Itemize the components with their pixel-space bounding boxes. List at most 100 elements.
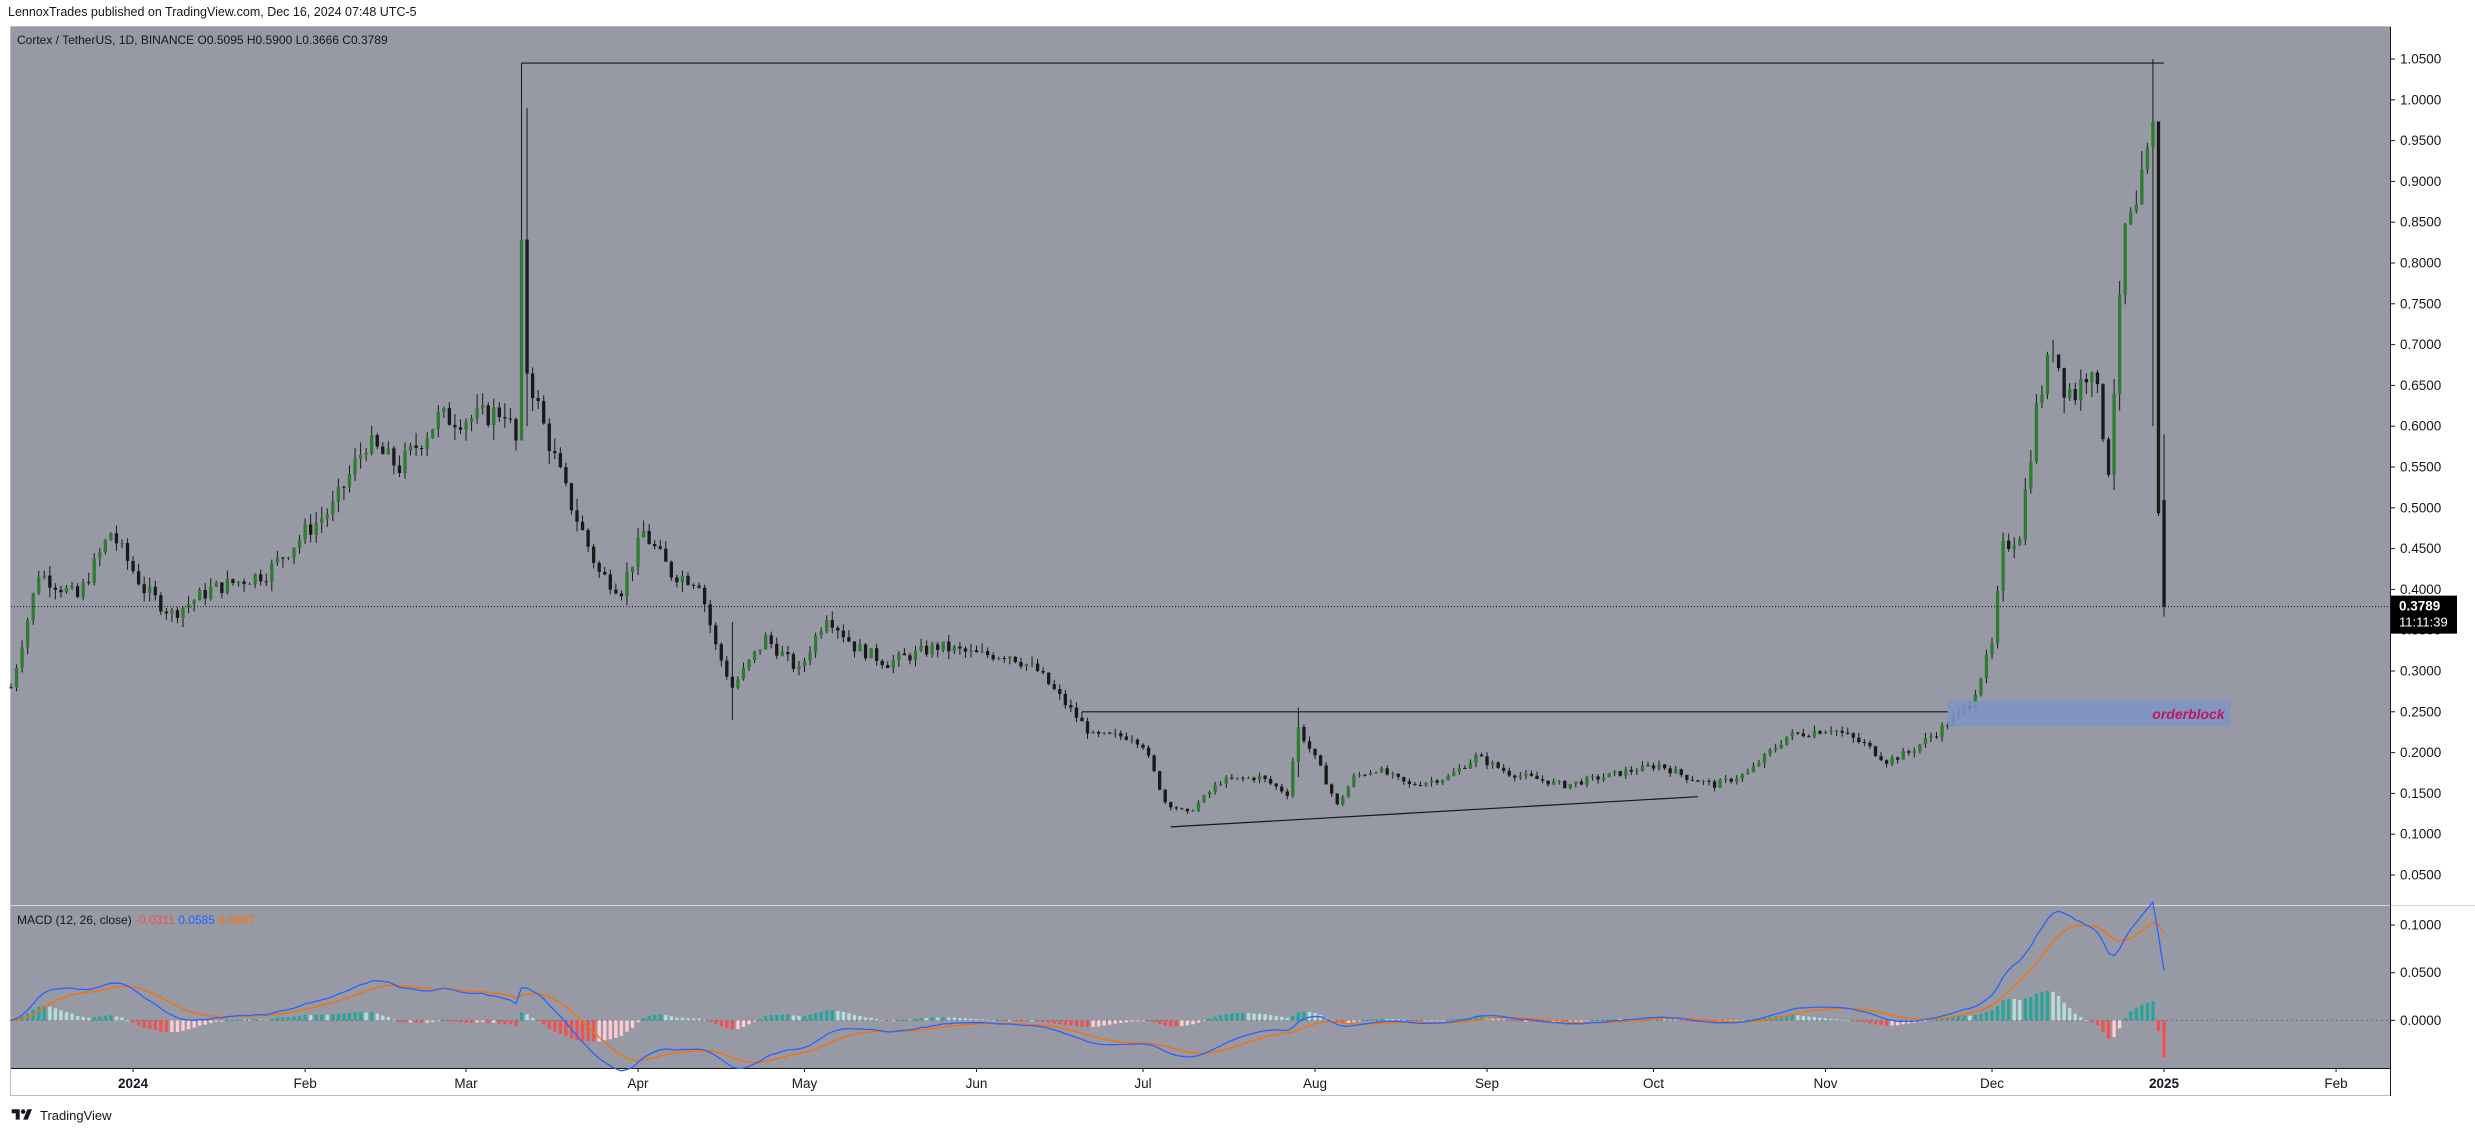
candle-body <box>170 610 174 614</box>
macd-hist-bar <box>2001 1000 2005 1021</box>
macd-hist-bar <box>231 1019 235 1021</box>
support-trendline <box>1170 796 1698 828</box>
macd-hist-bar <box>936 1017 940 1021</box>
candle-body <box>2156 121 2161 514</box>
candle-body <box>1507 770 1511 776</box>
candle-body <box>1601 777 1606 780</box>
macd-hist-bar <box>370 1012 374 1021</box>
macd-hist-bar <box>1041 1020 1045 1022</box>
candle-body <box>264 581 268 583</box>
macd-hist-bar <box>2140 1004 2144 1021</box>
candle-body <box>725 660 729 677</box>
candle-body <box>2073 389 2077 401</box>
candle-body <box>1712 781 1717 788</box>
candle-body <box>1868 742 1872 747</box>
candle-body <box>1579 781 1584 785</box>
candle-body <box>436 412 440 430</box>
macd-hist-bar <box>2056 996 2061 1021</box>
candle-body <box>1330 784 1334 794</box>
candle-body <box>136 571 141 585</box>
macd-hist-bar <box>791 1015 796 1021</box>
candle-body <box>1157 771 1162 790</box>
macd-hist-bar <box>181 1020 185 1031</box>
candle-body <box>1779 744 1783 748</box>
macd-hist-bar <box>886 1020 890 1022</box>
macd-hist-bar <box>1108 1020 1112 1025</box>
macd-hist-bar <box>775 1014 779 1021</box>
macd-hist-bar <box>653 1014 657 1021</box>
candle-body <box>469 418 474 422</box>
macd-hist-bar <box>87 1017 91 1021</box>
candle-body <box>1901 751 1905 760</box>
candle-body <box>1241 777 1245 779</box>
macd-hist-bar <box>1063 1020 1067 1026</box>
candlestick-chart[interactable]: 1.0500 1.0000 0.9500 0.9000 0.8500 0.8000 0.75… <box>0 0 2475 1100</box>
candle-body <box>1746 771 1750 775</box>
candle-body <box>1213 784 1217 792</box>
candle-body <box>453 424 457 428</box>
candle-body <box>347 473 352 488</box>
candle-body <box>614 589 618 594</box>
macd-hist-bar <box>997 1020 1001 1022</box>
macd-hist-bar <box>1590 1020 1595 1022</box>
candle-body <box>1318 755 1323 766</box>
macd-hist-bar <box>1174 1020 1178 1027</box>
candle-body <box>1379 768 1384 773</box>
macd-hist-bar <box>1330 1020 1334 1022</box>
candle-body <box>1862 741 1867 743</box>
macd-hist-bar <box>175 1020 180 1033</box>
macd-hist-bar <box>419 1020 424 1024</box>
time-tick-label: 2025 <box>2149 1076 2180 1091</box>
macd-hist-bar <box>647 1016 651 1021</box>
macd-hist-bar <box>1002 1020 1006 1022</box>
candle-body <box>2101 384 2105 440</box>
macd-hist-bar <box>153 1020 157 1030</box>
candle-body <box>259 574 263 582</box>
candle-body <box>1723 778 1728 781</box>
macd-hist-bar <box>1074 1020 1079 1027</box>
candle-body <box>1385 768 1389 775</box>
macd-hist-bar <box>342 1013 346 1021</box>
candle-body <box>1435 780 1439 783</box>
candle-body <box>1984 654 1989 679</box>
candle-body <box>325 514 329 519</box>
macd-hist-bar <box>752 1020 757 1022</box>
macd-hist-bar <box>131 1020 135 1023</box>
candle-body <box>947 641 951 652</box>
macd-hist-bar <box>1080 1020 1084 1027</box>
candle-body <box>1768 749 1772 755</box>
macd-hist-bar <box>320 1014 324 1021</box>
macd-hist-bar <box>941 1017 945 1021</box>
candle-body <box>2040 394 2044 404</box>
macd-hist-bar <box>397 1020 402 1023</box>
candle-body <box>1846 732 1850 734</box>
macd-hist-bar <box>1091 1020 1095 1027</box>
candle-body <box>508 418 513 420</box>
candle-body <box>1440 779 1445 783</box>
candle-body <box>1624 769 1628 776</box>
candle-body <box>1191 810 1195 812</box>
candle-body <box>1058 689 1062 694</box>
macd-hist-bar <box>53 1008 58 1021</box>
candle-body <box>1052 684 1056 690</box>
candle-body <box>924 645 929 655</box>
candle-body <box>503 417 507 419</box>
macd-hist-bar <box>1352 1020 1356 1022</box>
macd-hist-bar <box>858 1015 862 1021</box>
macd-hist-bar <box>1568 1020 1572 1023</box>
candle-body <box>1979 678 1983 695</box>
macd-hist-bar <box>48 1006 52 1021</box>
macd-hist-bar <box>120 1017 124 1021</box>
macd-hist-bar <box>1818 1017 1822 1021</box>
candle-body <box>1196 802 1201 811</box>
candle-body <box>475 408 479 419</box>
macd-hist-bar <box>1202 1020 1206 1022</box>
candle-body <box>553 451 557 454</box>
time-tick-label: Mar <box>454 1076 478 1091</box>
candle-body <box>1463 767 1467 769</box>
macd-hist-bar <box>1474 1017 1478 1021</box>
macd-hist-bar <box>1035 1020 1040 1022</box>
candle-body <box>1257 775 1262 781</box>
macd-hist-bar <box>1096 1020 1101 1027</box>
macd-hist-bar <box>525 1014 529 1021</box>
